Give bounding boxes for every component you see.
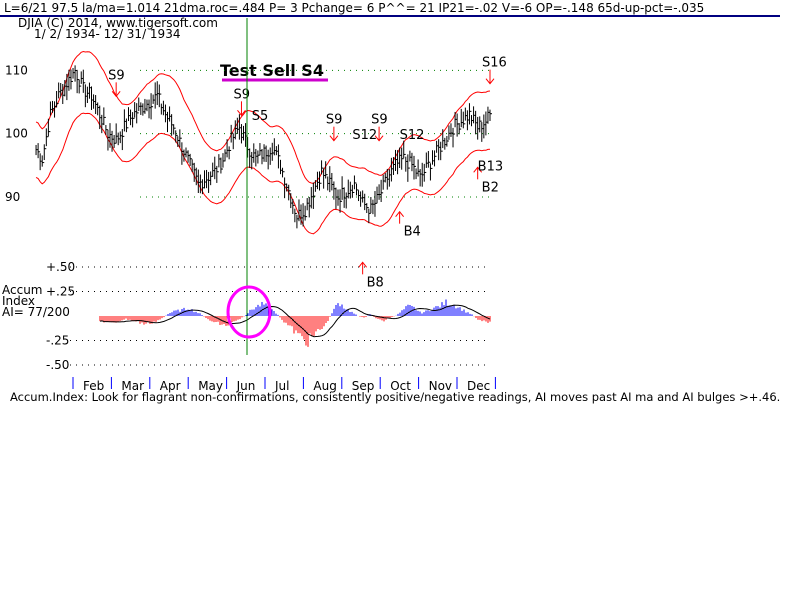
signal-arrow-head [473,166,483,173]
signal-label: S5 [252,109,269,124]
month-label: Dec [467,379,490,393]
signal-label: S9 [326,113,343,128]
signal-label: B4 [404,225,421,240]
signal-arrow-head [358,261,368,268]
ai-bars [99,299,491,347]
price-bars [35,65,492,229]
ai-tick-label: -.50 [46,358,69,372]
month-label: Feb [83,379,104,393]
price-axis-ticks: 110 100 90 [5,63,28,204]
ai-tick-label: -.25 [46,334,69,348]
month-label: Oct [390,379,411,393]
signal-label: B2 [482,180,499,195]
footer-explanation: Accum.Index: Look for flagrant non-confi… [10,390,780,404]
signal-label: S12 [400,128,425,143]
ai-axis-ticks: +.50 +.25 -.25 -.50 [46,260,75,372]
month-label: May [198,379,223,393]
month-label: Jul [274,379,289,393]
signal-label: B8 [367,275,384,290]
ai-highlight-circle [226,285,272,339]
header-stats-line: L=6/21 97.5 la/ma=1.014 21dma.roc=.484 P… [4,1,704,15]
price-gridlines [140,69,490,198]
month-label: Nov [429,379,452,393]
ai-gridlines [70,266,490,366]
month-label: Mar [121,379,144,393]
accum-label-line1: Accum [2,283,43,297]
signal-label: S9 [371,113,388,128]
month-label: Sep [352,379,375,393]
header-source-line: DJIA (C) 2014, www.tigersoft.com [18,16,218,30]
signal-label: S12 [352,128,377,143]
price-tick-label: 90 [5,190,20,204]
signal-label: S16 [482,56,507,71]
accum-label-line2: Index [2,294,35,308]
accum-label-line3: AI= 77/200 [2,305,70,319]
signal-arrow-head [485,78,495,85]
month-label: Apr [160,379,181,393]
signal-label: S9 [108,68,125,83]
month-label: Jun [236,379,256,393]
ai-tick-label: +.25 [46,285,75,299]
signal-label: B13 [478,160,503,175]
ai-tick-label: +.50 [46,260,75,274]
annotation-title: Test Sell S4 [220,61,324,80]
month-label: Aug [313,379,336,393]
upper-band-line [35,50,491,185]
ai-moving-average-line [99,304,491,338]
signal-arrow-head [237,110,246,117]
price-tick-label: 100 [5,127,28,141]
signal-label: S9 [233,87,250,102]
signal-arrow-head [395,210,405,217]
signal-arrow-head [329,135,339,142]
month-axis: Feb Mar Apr May Jun Jul Aug Sep Oct Nov Dec [72,377,496,393]
header-date-range: 1/ 2/ 1934- 12/ 31/ 1934 [34,27,180,41]
signal-arrow-head [111,91,121,98]
signal-arrow-head [374,135,384,142]
price-tick-label: 110 [5,63,28,77]
